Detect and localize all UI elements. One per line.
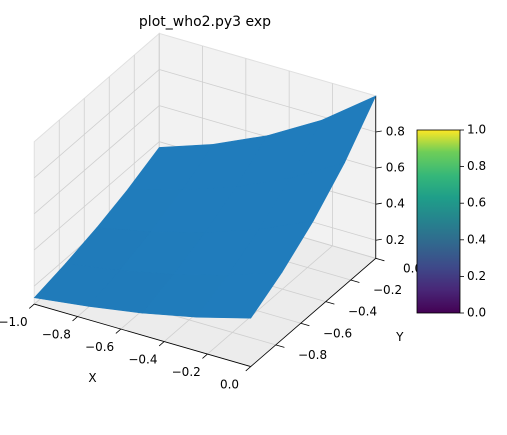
x-tick-label: −1.0 xyxy=(0,315,28,329)
tick-mark xyxy=(325,301,335,305)
x-axis-label: X xyxy=(88,371,96,385)
x-tick-label: 0.0 xyxy=(220,377,239,391)
tick-mark xyxy=(202,353,208,359)
tick-mark xyxy=(115,328,122,334)
tick-mark xyxy=(350,279,360,283)
z-tick-label: 0.6 xyxy=(386,161,405,175)
x-tick-label: −0.4 xyxy=(128,352,157,366)
tick-mark xyxy=(245,366,252,372)
z-tick-label: 0.4 xyxy=(386,197,405,211)
tick-mark xyxy=(158,341,165,347)
y-tick-label: −0.4 xyxy=(348,305,377,319)
y-tick-label: −0.6 xyxy=(323,326,352,340)
colorbar-tick-label: 0.0 xyxy=(467,306,486,320)
tick-mark xyxy=(275,344,285,348)
y-tick-label: −0.2 xyxy=(373,283,402,297)
colorbar-tick-label: 0.8 xyxy=(467,159,486,173)
colorbar-tick-label: 0.4 xyxy=(467,232,486,246)
x-tick-label: −0.8 xyxy=(42,327,71,341)
chart-title: plot_who2.py3 exp xyxy=(139,14,271,30)
y-tick-label: −0.8 xyxy=(298,348,327,362)
colorbar-tick-label: 0.6 xyxy=(467,196,486,210)
z-tick-label: 0.2 xyxy=(386,233,405,247)
colorbar xyxy=(416,129,461,314)
tick-mark xyxy=(375,257,385,262)
grid-line xyxy=(33,69,160,179)
axis-line xyxy=(34,303,251,367)
tick-mark xyxy=(375,166,382,169)
x-tick-label: −0.2 xyxy=(172,365,201,379)
axis-line xyxy=(250,258,377,367)
y-axis-label: Y xyxy=(395,330,404,344)
tick-mark xyxy=(375,238,382,241)
x-tick-label: −0.6 xyxy=(85,340,114,354)
grid-line xyxy=(207,245,333,355)
colorbar-tick-label: 0.2 xyxy=(467,269,486,283)
tick-mark xyxy=(72,316,78,322)
tick-mark xyxy=(375,202,382,205)
tick-mark xyxy=(300,322,310,327)
surface-patch xyxy=(196,272,283,319)
colorbar-tick-label: 1.0 xyxy=(467,123,486,137)
grid-line xyxy=(33,105,160,215)
tick-mark xyxy=(28,303,35,309)
tick-mark xyxy=(375,130,382,133)
z-tick-label: 0.8 xyxy=(386,125,405,139)
grid-line xyxy=(33,141,160,251)
